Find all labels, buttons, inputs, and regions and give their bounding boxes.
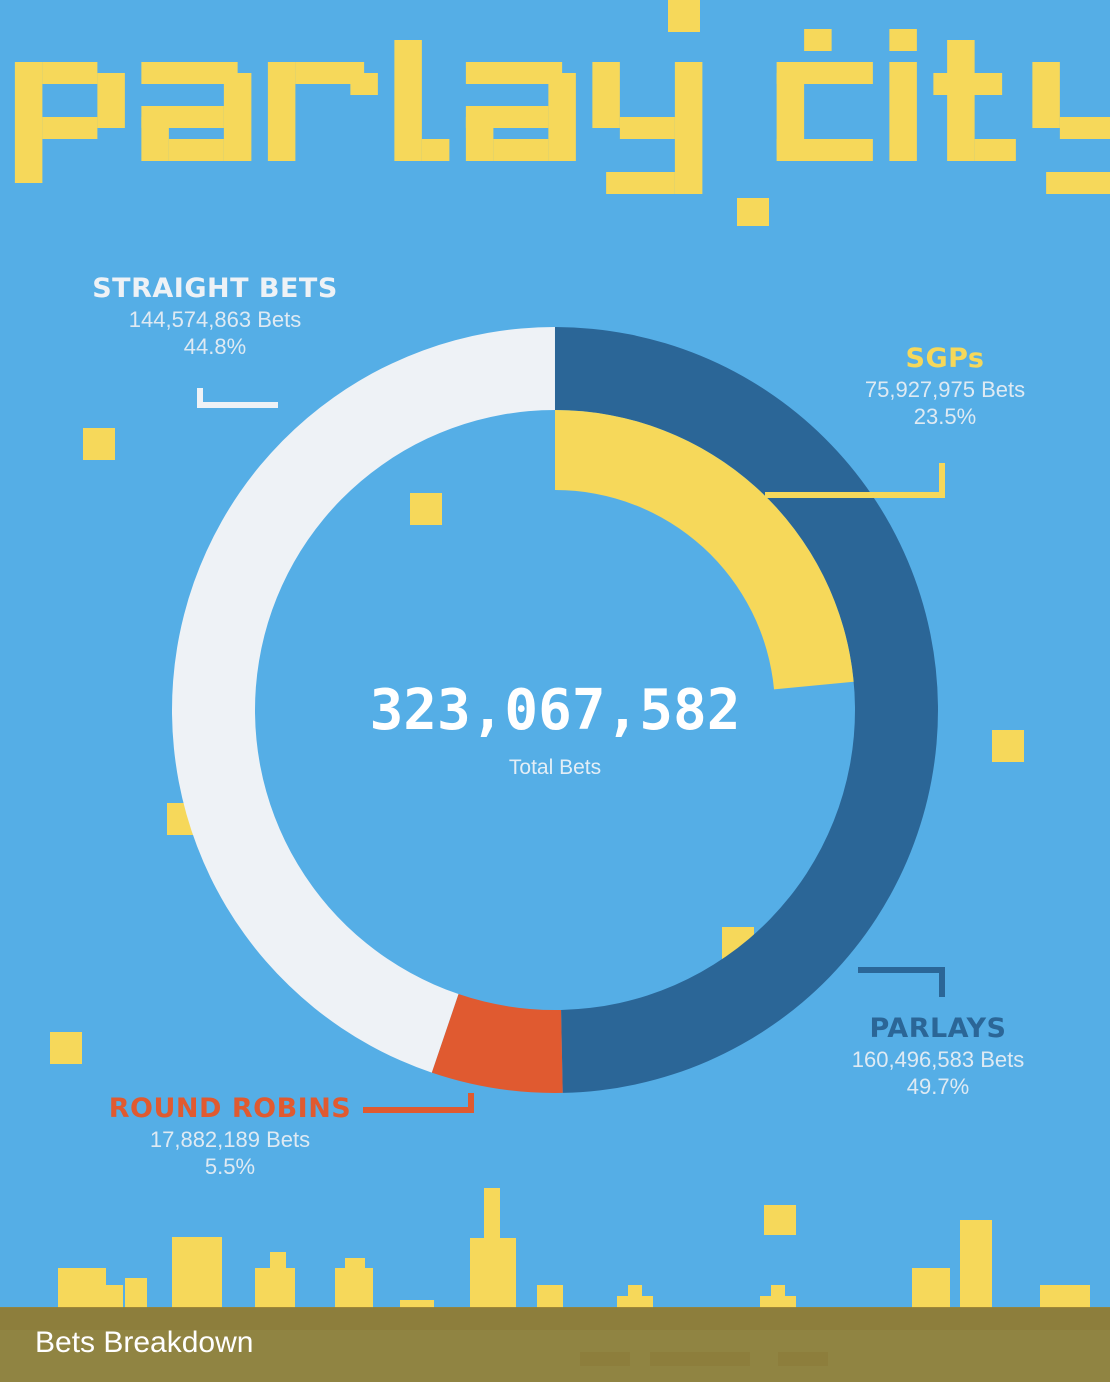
round-robins-label: ROUND ROBINS 17,882,189 Bets 5.5%: [100, 1092, 360, 1181]
round-robins-slice: [431, 994, 563, 1094]
straight-bets-title: STRAIGHT BETS: [92, 273, 338, 304]
title-glyph-block: [493, 139, 549, 161]
parlays-title: PARLAYS: [869, 1013, 1007, 1044]
sgp-title: SGPs: [905, 343, 985, 374]
straight-bets-label: STRAIGHT BETS 144,574,863 Bets 44.8%: [70, 272, 360, 361]
sgp-percent: 23.5%: [913, 404, 977, 430]
parlays-slice: [555, 327, 939, 1093]
city-skyline: [58, 1188, 1090, 1308]
parlays-label: PARLAYS 160,496,583 Bets 49.7%: [808, 1012, 1068, 1101]
straight-bets-slice: [172, 327, 555, 1073]
title-glyph-block: [1059, 117, 1110, 139]
title-glyph-block: [592, 62, 620, 128]
title-glyph-block: [295, 62, 365, 84]
round-robins-count: 17,882,189 Bets: [149, 1126, 311, 1152]
leader-lines: [197, 388, 945, 1113]
title-glyph-block: [350, 73, 378, 95]
title-glyph-block: [42, 117, 98, 139]
sgp-leader: [765, 463, 945, 498]
title-glyph-block: [141, 117, 169, 161]
title-glyph-block: [223, 73, 252, 161]
title-glyph-block: [1046, 172, 1110, 194]
title-glyph-block: [267, 62, 296, 161]
round-robin-leader: [363, 1093, 474, 1113]
round-robins-percent: 5.5%: [204, 1154, 256, 1180]
parlays-count: 160,496,583 Bets: [851, 1046, 1025, 1072]
sgp-label: SGPs 75,927,975 Bets 23.5%: [820, 342, 1070, 431]
title-glyph-block: [619, 117, 675, 139]
title-glyph-block: [1032, 62, 1060, 128]
title-glyph-block: [889, 62, 917, 161]
title-glyph-block: [776, 139, 873, 161]
title-glyph-block: [42, 62, 98, 84]
total-bets-value: 323,067,582: [369, 678, 741, 743]
sgp-count: 75,927,975 Bets: [864, 376, 1026, 402]
title-glyph-block: [548, 73, 576, 161]
parlays-percent: 49.7%: [906, 1074, 970, 1100]
title-glyph-block: [933, 73, 1003, 95]
title-glyph-block: [97, 73, 125, 128]
title-glyph-block: [974, 139, 1016, 161]
title-glyph-block: [804, 29, 832, 51]
title-glyph-block: [14, 62, 43, 183]
sgp-slice: [555, 410, 854, 690]
total-bets-caption: Total Bets: [508, 756, 602, 779]
title-logo: [14, 29, 1110, 194]
title-glyph-block: [394, 40, 422, 161]
title-glyph-block: [465, 117, 494, 161]
caption-bar: [0, 1307, 1110, 1382]
title-glyph-block: [606, 172, 675, 194]
straight-bets-percent: 44.8%: [183, 334, 247, 360]
title-glyph-block: [141, 62, 238, 84]
title-glyph-block: [776, 73, 805, 150]
image-caption: Bets Breakdown: [35, 1326, 254, 1359]
title-glyph-block: [674, 62, 703, 194]
straight-bets-count: 144,574,863 Bets: [128, 306, 302, 332]
title-glyph-block: [168, 139, 224, 161]
title-glyph-block: [889, 29, 917, 51]
straight-leader: [197, 388, 278, 408]
title-glyph-block: [465, 62, 563, 84]
round-robins-title: ROUND ROBINS: [108, 1093, 352, 1124]
donut-chart: [172, 327, 939, 1094]
parlay-leader: [858, 967, 945, 997]
title-glyph-block: [421, 139, 450, 161]
title-glyph-block: [947, 40, 975, 161]
